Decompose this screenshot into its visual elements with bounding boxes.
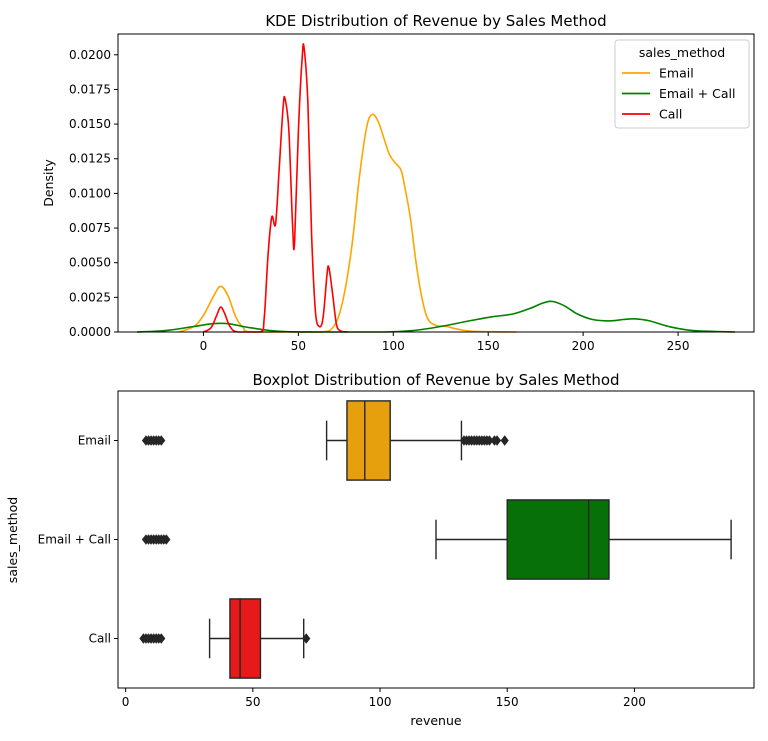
kde-y-ticks: 0.0000 0.0025 0.0050 0.0075 0.0100 0.0125 0.01… [69,48,118,339]
kde-y-tick-label: 0.0025 [69,290,111,304]
kde-line-email [178,113,517,333]
kde-x-tick-label: 200 [572,339,595,353]
box-frame [117,390,755,689]
legend-title: sales_method [639,45,725,60]
kde-y-tick-label: 0.0000 [69,325,111,339]
box-x-tick-label: 100 [369,695,392,709]
box-x-ticks: 0 50 100 150 200 [122,688,646,709]
box-x-tick-label: 50 [245,695,260,709]
box-y-label: sales_method [5,497,20,583]
kde-y-label: Density [41,159,56,207]
box-marks [139,400,732,679]
kde-legend: sales_method Email Email + Call Call [614,39,750,129]
outlier-point [162,534,171,545]
kde-x-tick-label: 50 [291,339,306,353]
kde-x-tick-label: 100 [382,339,405,353]
box-group-email-call [141,499,732,580]
kde-line-call [203,43,348,333]
kde-y-tick-label: 0.0150 [69,117,111,131]
kde-x-ticks: 0 50 100 150 200 250 [200,332,690,353]
kde-plot: KDE Distribution of Revenue by Sales Met… [41,12,755,353]
box-plot: Boxplot Distribution of Revenue by Sales… [5,371,755,728]
outlier-point [157,435,166,446]
box-y-ticks: Email Email + Call Call [38,434,118,646]
kde-x-tick-label: 150 [477,339,500,353]
kde-lines [136,43,736,333]
legend-label: Email + Call [659,86,735,101]
box-y-tick-label: Email [78,434,111,448]
kde-line-email-call [136,300,736,333]
box-group-email [141,400,509,481]
box-y-tick-label: Call [89,632,111,646]
kde-x-tick-label: 250 [667,339,690,353]
kde-y-tick-label: 0.0175 [69,82,111,96]
box-iqr [346,400,391,481]
legend-label: Email [659,66,694,81]
legend-label: Call [659,107,682,122]
box-group-call [139,598,311,679]
outlier-point [157,633,166,644]
kde-y-tick-label: 0.0100 [69,186,111,200]
kde-frame [117,33,755,333]
legend-frame [614,39,750,129]
kde-title: KDE Distribution of Revenue by Sales Met… [265,12,606,30]
box-x-tick-label: 150 [496,695,519,709]
box-x-tick-label: 0 [122,695,130,709]
box-x-tick-label: 200 [623,695,646,709]
kde-x-tick-label: 0 [200,339,208,353]
box-iqr [506,499,610,580]
box-iqr [229,598,262,679]
kde-y-tick-label: 0.0075 [69,221,111,235]
outlier-point [500,435,509,446]
box-y-tick-label: Email + Call [38,533,111,547]
outlier-point [302,633,311,644]
kde-y-tick-label: 0.0125 [69,152,111,166]
legend-entries: Email Email + Call Call [622,66,735,122]
kde-y-tick-label: 0.0200 [69,48,111,62]
box-x-label: revenue [410,713,461,728]
kde-y-tick-label: 0.0050 [69,256,111,270]
box-title: Boxplot Distribution of Revenue by Sales… [252,371,619,389]
